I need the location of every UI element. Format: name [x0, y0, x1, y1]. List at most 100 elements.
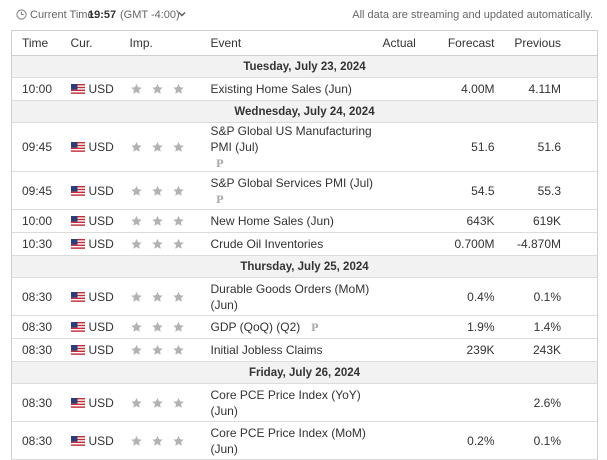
importance-stars	[130, 395, 193, 411]
event-row[interactable]: 08:30 USD GDP (QoQ) (Q2) P 1.9% 1.4%	[11, 315, 598, 339]
event-name[interactable]: GDP (QoQ) (Q2)	[210, 320, 301, 334]
col-currency-header[interactable]: Cur.	[70, 30, 130, 56]
currency-cell: USD	[70, 421, 130, 460]
star-icon	[172, 238, 184, 249]
star-icon	[130, 215, 142, 226]
actual-value	[382, 209, 426, 233]
star-icon	[151, 215, 163, 226]
event-row[interactable]: 08:30 USD Core PCE Price Index (YoY) (Jun)…	[11, 383, 598, 422]
star-icon	[130, 141, 142, 152]
event-cell[interactable]: Durable Goods Orders (MoM) (Jun)	[210, 277, 383, 316]
event-row[interactable]: 10:00 USD New Home Sales (Jun) 643K 619K	[11, 209, 598, 233]
importance-cell	[129, 315, 211, 339]
current-time-label: Current Time:	[30, 9, 97, 21]
currency-code: USD	[88, 343, 114, 357]
event-name[interactable]: Core PCE Price Index (YoY) (Jun)	[210, 387, 361, 418]
day-date: Thursday, July 25, 2024	[11, 255, 598, 278]
event-name[interactable]: S&P Global US Manufacturing PMI (Jul)	[210, 124, 372, 154]
chevron-down-icon[interactable]	[178, 10, 186, 18]
event-cell[interactable]: Crude Oil Inventories	[210, 232, 383, 256]
currency-cell: USD	[70, 383, 130, 422]
event-name[interactable]: Crude Oil Inventories	[210, 237, 324, 251]
event-cell[interactable]: Core PCE Price Index (YoY) (Jun)	[210, 383, 383, 422]
actual-value	[382, 77, 426, 101]
event-name[interactable]: Core PCE Price Index (MoM) (Jun)	[210, 425, 366, 456]
us-flag-icon	[70, 397, 85, 408]
forecast-value: 0.4%	[425, 277, 501, 316]
event-row[interactable]: 08:30 USD Durable Goods Orders (MoM) (Jun)…	[11, 277, 598, 316]
star-icon	[172, 83, 184, 94]
preliminary-release-icon[interactable]: P	[216, 158, 224, 168]
actual-value	[382, 232, 426, 256]
event-time: 08:30	[11, 315, 71, 339]
star-icon	[151, 321, 163, 332]
col-time-header[interactable]: Time	[11, 30, 71, 56]
currency-code: USD	[88, 140, 114, 154]
preliminary-release-icon[interactable]: P	[216, 194, 224, 204]
col-forecast-header[interactable]: Forecast	[425, 30, 501, 56]
event-name[interactable]: Existing Home Sales (Jun)	[210, 82, 352, 96]
actual-value	[382, 421, 426, 460]
currency-cell: USD	[70, 77, 130, 101]
event-cell[interactable]: Existing Home Sales (Jun)	[210, 77, 383, 101]
event-name[interactable]: S&P Global Services PMI (Jul)	[210, 175, 374, 190]
currency-code: USD	[88, 82, 114, 96]
forecast-value: 54.5	[425, 171, 501, 210]
star-icon	[172, 291, 184, 302]
star-icon	[130, 185, 142, 196]
event-name[interactable]: New Home Sales (Jun)	[210, 214, 334, 228]
event-row[interactable]: 09:45 USD S&P Global US Manufacturing PMI …	[11, 122, 598, 172]
star-icon	[151, 238, 163, 249]
us-flag-icon	[70, 291, 85, 302]
importance-stars	[130, 433, 193, 449]
us-flag-icon	[70, 239, 85, 249]
us-flag-icon	[70, 322, 85, 332]
event-time: 10:00	[11, 77, 71, 101]
importance-cell	[129, 171, 211, 210]
importance-stars	[130, 139, 193, 155]
star-icon	[172, 397, 184, 408]
event-name[interactable]: Durable Goods Orders (MoM) (Jun)	[210, 281, 370, 312]
forecast-value: 0.700M	[425, 232, 501, 256]
preliminary-release-icon[interactable]: P	[311, 322, 319, 332]
event-cell[interactable]: GDP (QoQ) (Q2) P	[210, 315, 383, 339]
event-cell[interactable]: Initial Jobless Claims	[210, 338, 383, 362]
col-event-header[interactable]: Event	[210, 30, 383, 56]
svg-text:P: P	[311, 323, 319, 332]
us-flag-icon	[70, 142, 85, 152]
event-cell[interactable]: New Home Sales (Jun)	[210, 209, 383, 233]
star-icon	[172, 185, 184, 196]
col-importance-header[interactable]: Imp.	[129, 30, 211, 56]
actual-value	[382, 277, 426, 316]
importance-stars	[130, 213, 193, 229]
forecast-value: 239K	[425, 338, 501, 362]
event-row[interactable]: 09:45 USD S&P Global Services PMI (Jul) P 54…	[11, 171, 598, 210]
currency-cell: USD	[70, 232, 130, 256]
star-icon	[130, 238, 142, 249]
event-row[interactable]: 08:30 USD Initial Jobless Claims 239K 243K	[11, 338, 598, 362]
event-row[interactable]: 10:30 USD Crude Oil Inventories 0.700M -4.87…	[11, 232, 598, 256]
forecast-value: 0.2%	[425, 421, 501, 460]
timezone-selector[interactable]: (GMT -4:00)	[120, 9, 180, 21]
day-header-row: Tuesday, July 23, 2024	[11, 55, 598, 78]
event-row[interactable]: 08:30 USD Core PCE Price Index (MoM) (Jun)…	[11, 421, 598, 460]
actual-value	[382, 338, 426, 362]
previous-value: 619K	[500, 209, 598, 233]
currency-code: USD	[88, 433, 114, 448]
us-flag-icon	[70, 185, 85, 196]
event-cell[interactable]: S&P Global US Manufacturing PMI (Jul) P	[210, 122, 383, 172]
star-icon	[130, 344, 142, 355]
currency-cell: USD	[70, 277, 130, 316]
event-row[interactable]: 10:00 USD Existing Home Sales (Jun) 4.00M 4.…	[11, 77, 598, 101]
previous-value: 0.1%	[500, 277, 598, 316]
col-actual-header[interactable]: Actual	[382, 30, 426, 56]
star-icon	[151, 141, 163, 152]
previous-value: 51.6	[500, 122, 598, 172]
currency-cell: USD	[70, 315, 130, 339]
col-previous-header[interactable]: Previous	[500, 30, 598, 56]
event-cell[interactable]: S&P Global Services PMI (Jul) P	[210, 171, 383, 210]
forecast-value	[425, 383, 501, 422]
event-cell[interactable]: Core PCE Price Index (MoM) (Jun)	[210, 421, 383, 460]
currency-code: USD	[88, 289, 114, 304]
event-name[interactable]: Initial Jobless Claims	[210, 343, 323, 357]
